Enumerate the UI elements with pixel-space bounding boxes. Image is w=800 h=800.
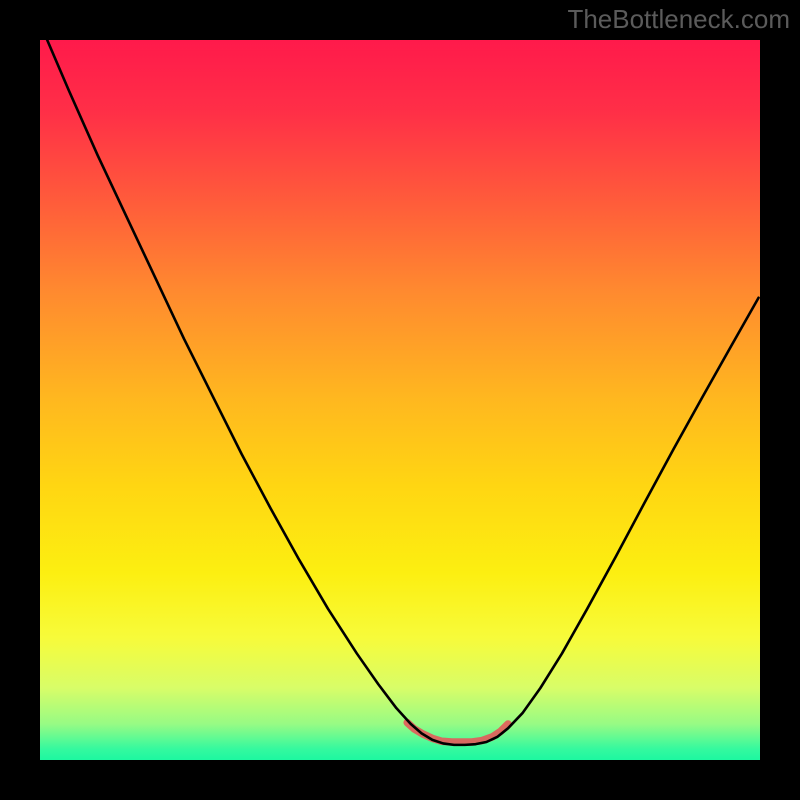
plot-background	[40, 40, 760, 760]
watermark-text: TheBottleneck.com	[567, 4, 790, 35]
chart-svg	[0, 0, 800, 800]
chart-canvas: TheBottleneck.com	[0, 0, 800, 800]
